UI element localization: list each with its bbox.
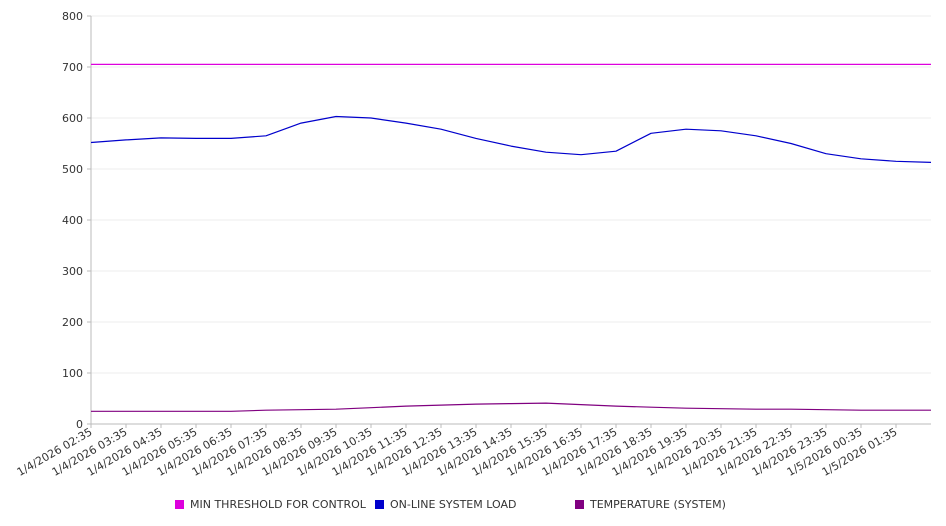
legend-label-system-load: ON-LINE SYSTEM LOAD [390, 498, 517, 511]
series-lines [90, 63, 932, 412]
y-tick-label-0: 0 [76, 418, 83, 431]
x-axis-ticks: 1/4/2026 02:351/4/2026 03:351/4/2026 04:… [15, 424, 900, 479]
y-tick-label-300: 300 [62, 265, 83, 278]
y-tick-label-100: 100 [62, 367, 83, 380]
legend-swatch-system-load [375, 500, 384, 509]
legend: MIN THRESHOLD FOR CONTROL ON-LINE SYSTEM… [0, 498, 946, 516]
y-tick-label-400: 400 [62, 214, 83, 227]
legend-swatch-min-threshold [175, 500, 184, 509]
legend-swatch-temperature [575, 500, 584, 509]
legend-item-min-threshold[interactable]: MIN THRESHOLD FOR CONTROL [175, 498, 366, 511]
y-axis-ticks: 0 100 200 300 400 500 600 700 800 [62, 10, 91, 431]
series-line-2 [91, 402, 931, 412]
gridlines [91, 15, 931, 374]
series-line-1 [90, 115, 932, 163]
legend-label-min-threshold: MIN THRESHOLD FOR CONTROL [190, 498, 366, 511]
y-tick-label-800: 800 [62, 10, 83, 23]
legend-item-system-load[interactable]: ON-LINE SYSTEM LOAD [375, 498, 516, 511]
y-tick-label-500: 500 [62, 163, 83, 176]
legend-label-temperature: TEMPERATURE (SYSTEM) [590, 498, 726, 511]
y-tick-label-600: 600 [62, 112, 83, 125]
y-tick-label-700: 700 [62, 61, 83, 74]
legend-item-temperature[interactable]: TEMPERATURE (SYSTEM) [575, 498, 726, 511]
y-tick-label-200: 200 [62, 316, 83, 329]
